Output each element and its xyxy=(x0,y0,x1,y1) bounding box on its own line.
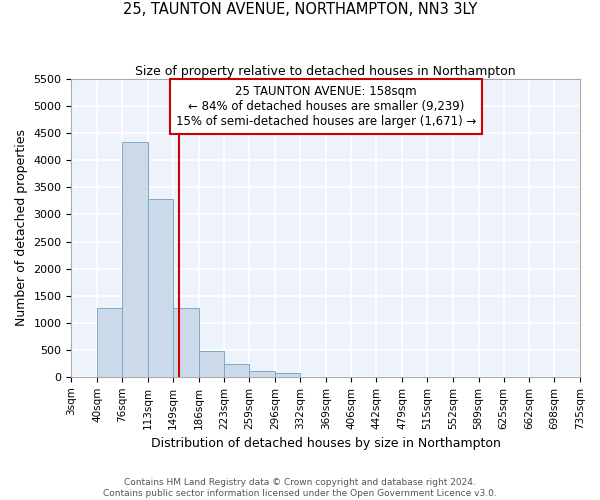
Bar xyxy=(275,374,300,377)
Title: Size of property relative to detached houses in Northampton: Size of property relative to detached ho… xyxy=(136,65,516,78)
Bar xyxy=(199,351,224,377)
Y-axis label: Number of detached properties: Number of detached properties xyxy=(15,130,28,326)
Text: 25, TAUNTON AVENUE, NORTHAMPTON, NN3 3LY: 25, TAUNTON AVENUE, NORTHAMPTON, NN3 3LY xyxy=(123,2,477,18)
Text: 25 TAUNTON AVENUE: 158sqm
← 84% of detached houses are smaller (9,239)
15% of se: 25 TAUNTON AVENUE: 158sqm ← 84% of detac… xyxy=(176,85,476,128)
Bar xyxy=(224,364,249,377)
Text: Contains HM Land Registry data © Crown copyright and database right 2024.
Contai: Contains HM Land Registry data © Crown c… xyxy=(103,478,497,498)
Bar xyxy=(173,308,199,377)
Bar xyxy=(148,199,173,377)
Bar xyxy=(122,142,148,377)
Bar xyxy=(97,308,122,377)
Bar xyxy=(249,372,275,377)
X-axis label: Distribution of detached houses by size in Northampton: Distribution of detached houses by size … xyxy=(151,437,500,450)
